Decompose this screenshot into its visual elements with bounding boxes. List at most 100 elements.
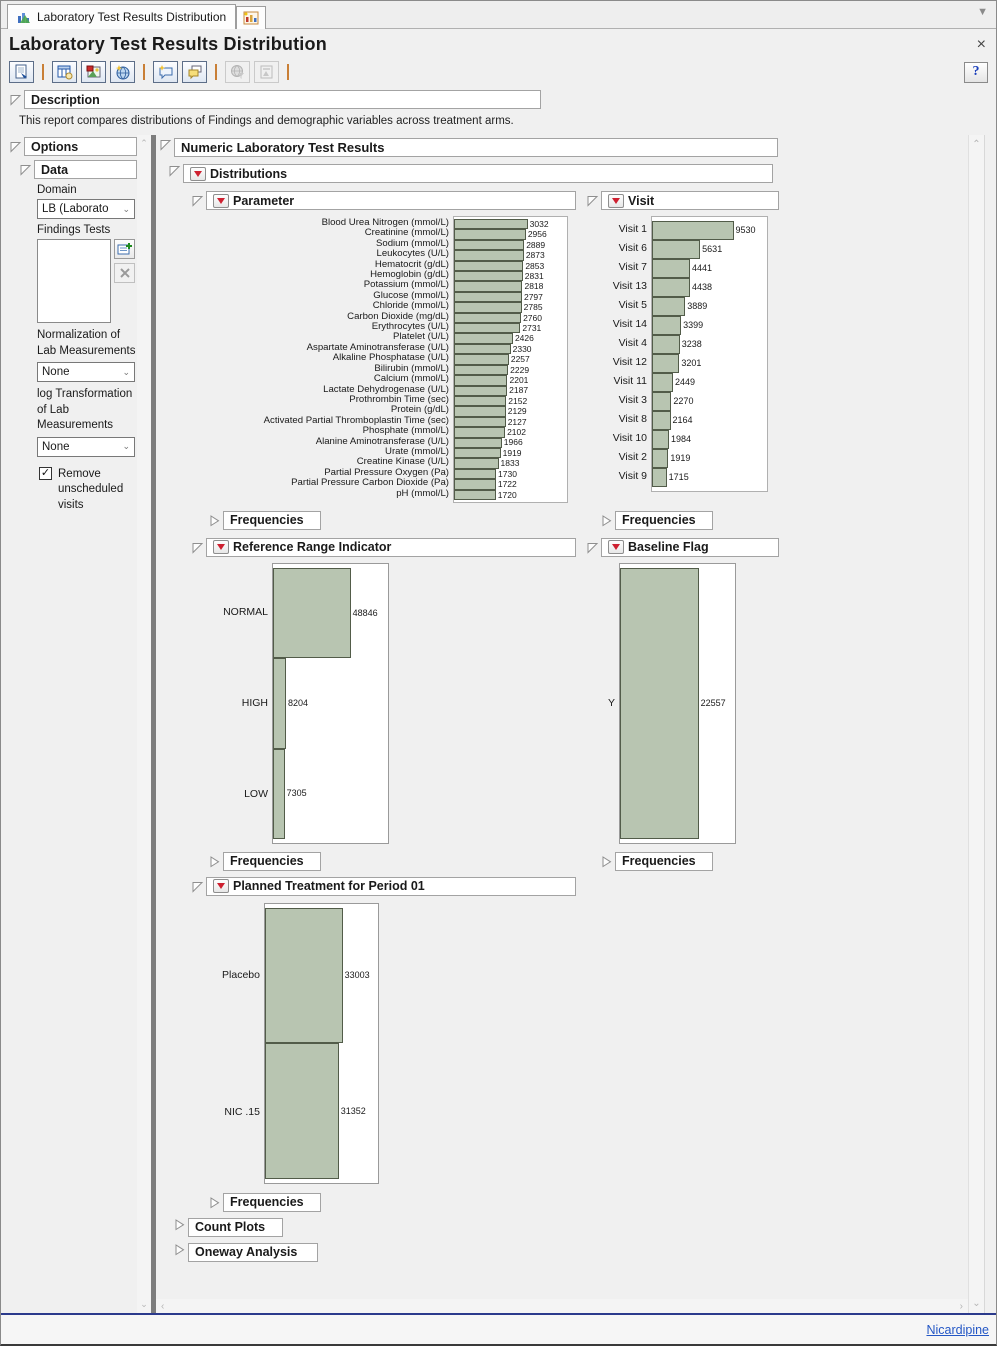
disclosure-closed-icon[interactable] <box>208 1196 221 1209</box>
horizontal-scrollbar[interactable]: ‹ › <box>156 1299 968 1313</box>
red-triangle-menu[interactable] <box>213 193 229 208</box>
tab-overflow-icon[interactable]: ▼ <box>977 6 988 18</box>
bar[interactable] <box>454 385 508 396</box>
annotate-icon[interactable] <box>153 61 178 83</box>
tab-lab-results-distribution[interactable]: Laboratory Test Results Distribution <box>7 4 237 29</box>
bar[interactable] <box>265 1043 339 1179</box>
bar[interactable] <box>454 271 523 282</box>
planned-treatment-header[interactable]: Planned Treatment for Period 01 <box>206 876 576 896</box>
bar[interactable] <box>652 316 682 335</box>
bar[interactable] <box>454 479 496 490</box>
disclosure-closed-icon[interactable] <box>600 855 613 868</box>
red-triangle-menu[interactable] <box>190 166 206 181</box>
panel-splitter[interactable] <box>151 135 156 1313</box>
bar[interactable] <box>454 343 511 355</box>
disclosure-open-icon[interactable] <box>191 194 204 207</box>
disclosure-closed-icon[interactable] <box>173 1218 186 1231</box>
bar[interactable] <box>454 281 523 292</box>
bar[interactable] <box>652 335 680 354</box>
bar[interactable] <box>454 375 508 386</box>
export-report-icon[interactable] <box>9 61 34 83</box>
frequencies-header[interactable]: Frequencies <box>223 510 321 530</box>
bar[interactable] <box>454 229 526 240</box>
bar[interactable] <box>652 373 673 392</box>
frequencies-header[interactable]: Frequencies <box>615 851 713 871</box>
bar[interactable] <box>454 354 509 365</box>
data-header[interactable]: Data <box>34 160 137 179</box>
bar[interactable] <box>454 406 506 417</box>
frequencies-header[interactable]: Frequencies <box>223 851 321 871</box>
disclosure-open-icon[interactable] <box>9 140 22 153</box>
bar[interactable] <box>454 364 509 376</box>
disclosure-open-icon[interactable] <box>159 138 172 151</box>
bar[interactable] <box>454 458 499 469</box>
findings-tests-listbox[interactable] <box>37 239 111 323</box>
help-button[interactable]: ? <box>964 61 988 83</box>
bar[interactable] <box>652 411 671 430</box>
disclosure-open-icon[interactable] <box>19 163 32 176</box>
bar[interactable] <box>652 259 690 278</box>
bar[interactable] <box>620 567 699 839</box>
bar[interactable] <box>652 354 680 373</box>
numeric-lab-results-header[interactable]: Numeric Laboratory Test Results <box>174 138 778 157</box>
bar[interactable] <box>454 260 524 272</box>
visit-header[interactable]: Visit <box>601 191 779 210</box>
distributions-header[interactable]: Distributions <box>183 164 773 183</box>
bar[interactable] <box>265 907 343 1044</box>
disclosure-closed-icon[interactable] <box>600 514 613 527</box>
disclosure-open-icon[interactable] <box>586 194 599 207</box>
bar[interactable] <box>454 239 525 251</box>
vertical-scrollbar[interactable]: ⌃ ⌄ <box>968 135 984 1313</box>
oneway-analysis-header[interactable]: Oneway Analysis <box>188 1242 318 1262</box>
save-picture-icon[interactable] <box>81 61 106 83</box>
bar[interactable] <box>454 219 528 230</box>
bar[interactable] <box>273 658 287 749</box>
remove-unscheduled-checkbox[interactable]: ✓ <box>39 466 52 480</box>
red-triangle-menu[interactable] <box>213 879 229 894</box>
frequencies-header[interactable]: Frequencies <box>615 510 713 530</box>
bar[interactable] <box>454 468 497 480</box>
baseline-flag-header[interactable]: Baseline Flag <box>601 537 779 557</box>
nicardipine-link[interactable]: Nicardipine <box>926 1322 989 1337</box>
bar[interactable] <box>454 437 502 448</box>
red-triangle-menu[interactable] <box>608 540 624 555</box>
bar[interactable] <box>454 489 496 500</box>
bar[interactable] <box>454 302 522 313</box>
reference-range-header[interactable]: Reference Range Indicator <box>206 537 576 557</box>
bar[interactable] <box>652 430 669 449</box>
web-report-icon[interactable] <box>110 61 135 83</box>
bar[interactable] <box>454 427 506 438</box>
frequencies-header[interactable]: Frequencies <box>223 1192 321 1212</box>
scroll-down-icon[interactable]: ⌄ <box>972 1298 981 1309</box>
bar[interactable] <box>454 323 521 334</box>
bar[interactable] <box>454 291 522 303</box>
bar[interactable] <box>273 567 351 659</box>
bar[interactable] <box>652 278 690 297</box>
bar[interactable] <box>652 392 672 411</box>
disclosure-open-icon[interactable] <box>168 164 181 177</box>
bar[interactable] <box>454 395 507 407</box>
normalization-select[interactable]: None ⌄ <box>37 362 135 383</box>
disclosure-open-icon[interactable] <box>9 93 22 106</box>
bar[interactable] <box>454 447 501 459</box>
bar[interactable] <box>273 748 285 839</box>
parameter-header[interactable]: Parameter <box>206 191 576 210</box>
red-triangle-menu[interactable] <box>213 540 229 555</box>
scroll-left-icon[interactable]: ‹ <box>161 1300 165 1312</box>
red-triangle-menu[interactable] <box>608 193 624 208</box>
notes-icon[interactable] <box>182 61 207 83</box>
options-header[interactable]: Options <box>24 137 137 156</box>
disclosure-open-icon[interactable] <box>191 880 204 893</box>
close-icon[interactable]: × <box>976 35 986 53</box>
bar[interactable] <box>652 468 667 487</box>
scroll-up-icon[interactable]: ⌃ <box>140 138 148 148</box>
disclosure-closed-icon[interactable] <box>173 1243 186 1256</box>
log-transformation-select[interactable]: None ⌄ <box>37 436 135 457</box>
tab-chart[interactable] <box>236 6 267 29</box>
disclosure-closed-icon[interactable] <box>208 855 221 868</box>
disclosure-open-icon[interactable] <box>586 541 599 554</box>
bar[interactable] <box>652 297 686 316</box>
data-table-icon[interactable] <box>52 61 77 83</box>
count-plots-header[interactable]: Count Plots <box>188 1217 283 1237</box>
description-header[interactable]: Description <box>24 90 541 109</box>
